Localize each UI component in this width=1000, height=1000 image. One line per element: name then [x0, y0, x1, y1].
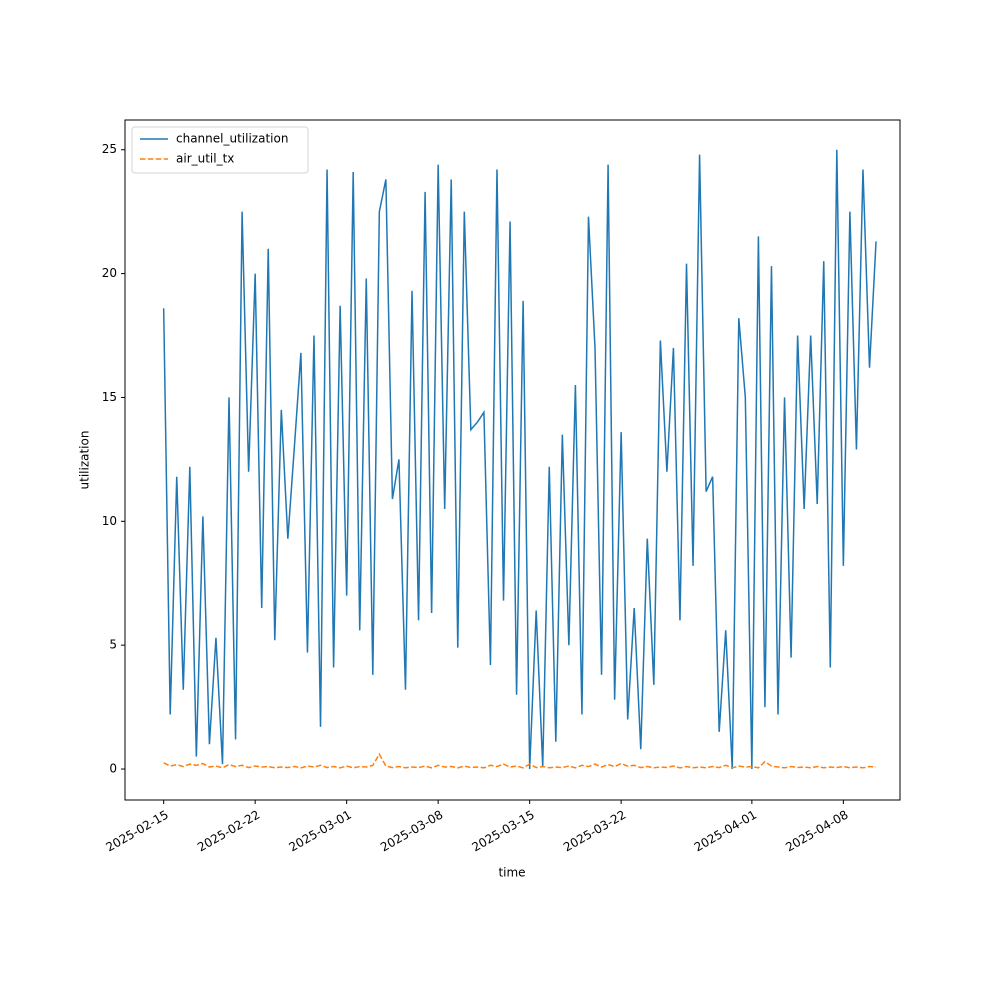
x-tick-label: 2025-03-15 [470, 808, 537, 855]
x-tick-label: 2025-02-22 [195, 808, 262, 855]
legend: channel_utilization air_util_tx [131, 126, 309, 174]
y-tick-label: 15 [102, 390, 117, 404]
x-axis-label: time [498, 866, 525, 880]
x-tick-label: 2025-02-15 [104, 808, 171, 855]
x-tick-label: 2025-03-22 [561, 808, 628, 855]
legend-label: channel_utilization [176, 132, 288, 146]
x-tick-label: 2025-03-01 [287, 808, 354, 855]
series-line [163, 752, 877, 769]
y-tick-label: 25 [102, 142, 117, 156]
y-tick-label: 20 [102, 266, 117, 280]
plot-frame [124, 119, 901, 801]
y-tick-label: 0 [109, 762, 117, 776]
x-tick-label: 2025-04-01 [692, 808, 759, 855]
legend-box [131, 126, 309, 174]
y-tick-label: 5 [109, 638, 117, 652]
x-tick-label: 2025-03-08 [378, 808, 445, 855]
series-line [162, 149, 877, 770]
y-axis-label: utilization [78, 431, 92, 490]
legend-label: air_util_tx [176, 152, 234, 166]
x-tick-label: 2025-04-08 [783, 808, 850, 855]
y-tick-label: 10 [102, 514, 117, 528]
